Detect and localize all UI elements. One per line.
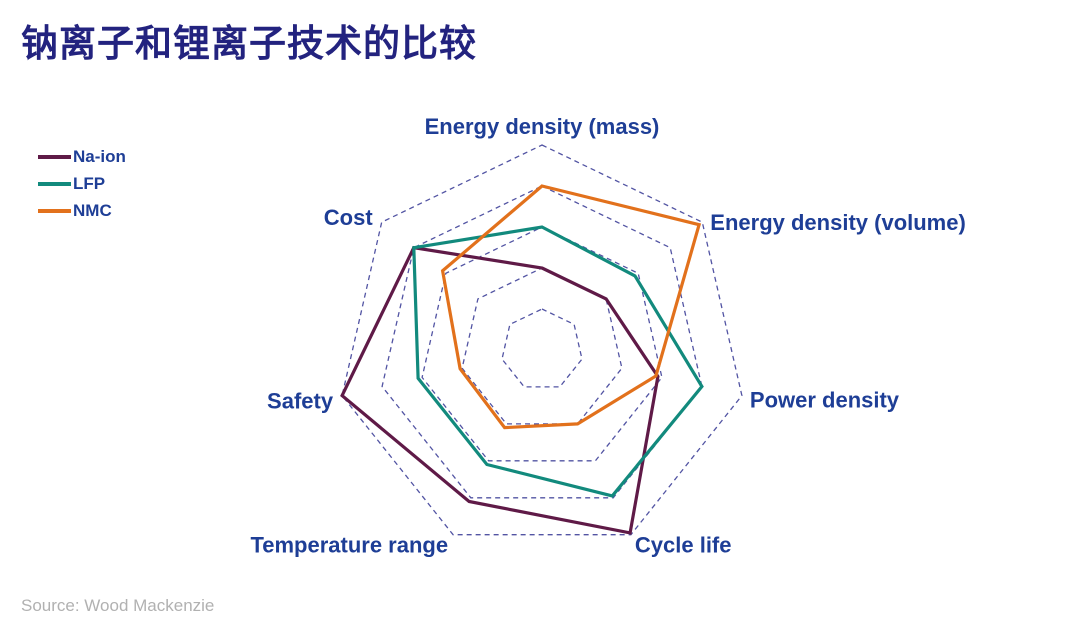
grid-ring-1 [501,308,583,388]
axis-label-energy-density-mass: Energy density (mass) [425,114,660,139]
grid-ring-5 [341,144,743,536]
grid-ring-4 [381,185,703,499]
axis-label-safety: Safety [267,389,334,414]
series-line-na-ion [340,245,660,535]
axis-label-temperature-range: Temperature range [250,533,448,558]
legend-label-nmc: NMC [73,201,112,220]
legend-item-na-ion: Na-ion [38,146,126,167]
axis-label-power-density: Power density [750,388,900,413]
axis-label-cost: Cost [324,205,374,230]
axis-label-energy-density-volume: Energy density (volume) [710,210,966,235]
legend-label-lfp: LFP [73,174,106,193]
legend-item-lfp: LFP [38,173,126,194]
grid-ring-2 [461,267,623,425]
legend-swatch-nmc [38,208,71,213]
legend-swatch-na-ion [38,154,71,159]
legend-item-nmc: NMC [38,200,126,221]
axis-label-cycle-life: Cycle life [635,533,732,558]
legend: Na-ion LFP NMC [38,146,126,221]
series-line-lfp [412,225,704,498]
legend-swatch-lfp [38,181,71,186]
grid-ring-3 [421,226,663,462]
series-line-nmc [440,184,702,430]
chart-title: 钠离子和锂离子技术的比较 [21,23,477,64]
source-note: Source: Wood Mackenzie [21,596,215,615]
legend-label-na-ion: Na-ion [73,147,126,166]
